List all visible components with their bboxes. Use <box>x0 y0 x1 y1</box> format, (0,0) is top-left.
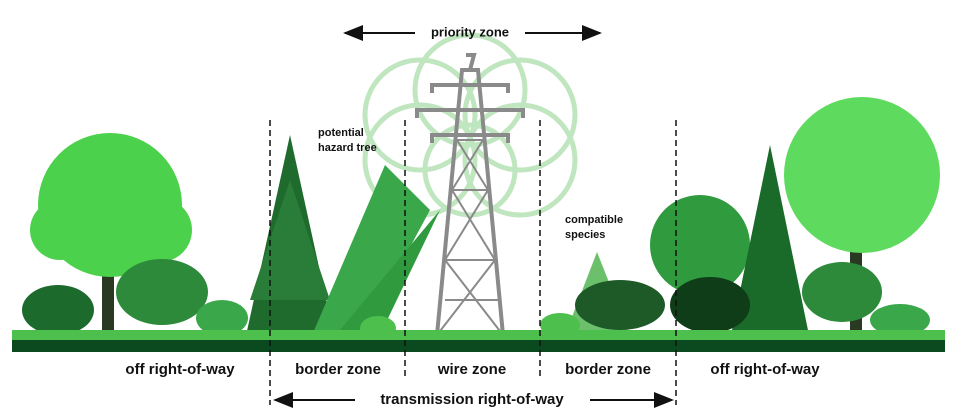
ground <box>12 340 945 352</box>
zone-label: off right-of-way <box>710 361 820 378</box>
left-trees <box>22 133 440 340</box>
span-label: transmission right-of-way <box>380 391 564 408</box>
zone-label: off right-of-way <box>125 361 235 378</box>
compatible-species-label: species <box>565 229 605 241</box>
hazard-tree-label: potential <box>318 127 364 139</box>
zone-label: border zone <box>565 361 651 378</box>
hazard-tree-label: hazard tree <box>318 142 377 154</box>
priority-zone-label: priority zone <box>431 24 509 39</box>
zone-label: border zone <box>295 361 381 378</box>
zone-label: wire zone <box>437 361 506 378</box>
compatible-species-label: compatible <box>565 214 623 226</box>
diagram: priority zone potential hazard tree comp… <box>0 0 960 409</box>
grass <box>12 330 945 340</box>
